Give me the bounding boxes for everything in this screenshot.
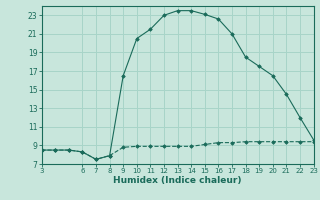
X-axis label: Humidex (Indice chaleur): Humidex (Indice chaleur) [113, 176, 242, 185]
